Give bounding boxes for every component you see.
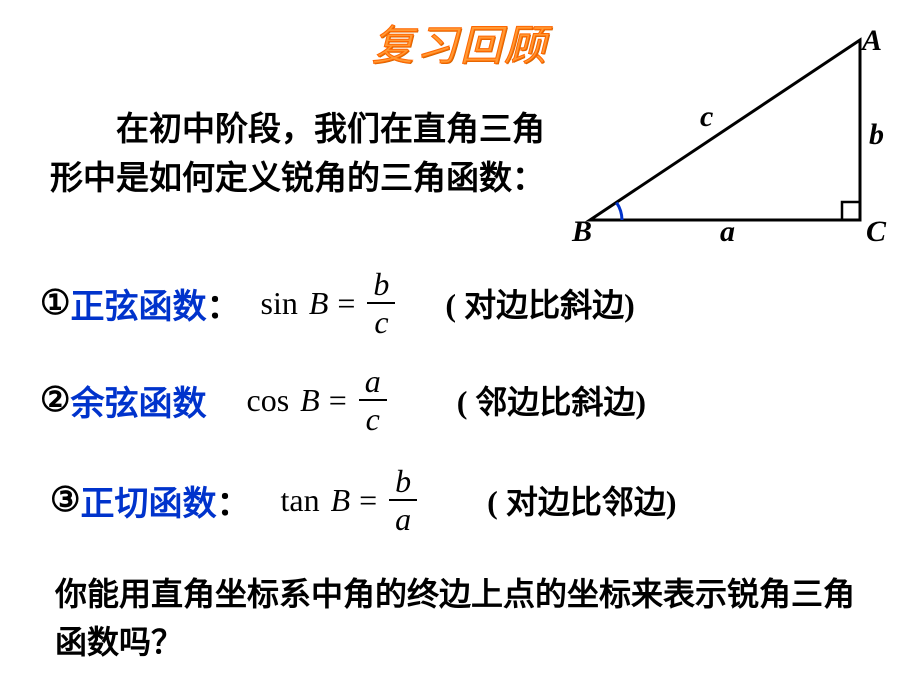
fraction: a c: [359, 365, 387, 435]
right-angle-marker: [842, 202, 860, 220]
side-c-label: c: [700, 100, 713, 134]
triangle-shape: [590, 40, 860, 220]
equals-sign: =: [329, 382, 347, 419]
fn-name: tan: [280, 482, 319, 519]
fn-var: B: [309, 285, 329, 322]
closing-question: 你能用直角坐标系中角的终边上点的坐标来表示锐角三角函数吗？: [55, 570, 875, 666]
function-name: 正切函数: [80, 476, 216, 525]
row-number: ①: [40, 283, 70, 323]
fn-var: B: [300, 382, 320, 419]
definition-row-tangent: ③ 正切函数 ： tan B = b a ( 对边比邻边): [50, 465, 910, 535]
fn-var: B: [331, 482, 351, 519]
colon: ：: [216, 476, 250, 525]
angle-arc: [617, 203, 623, 221]
vertex-A-label: A: [862, 24, 882, 58]
denominator: c: [368, 304, 394, 338]
slide-title: 复习回顾: [372, 12, 548, 73]
equals-sign: =: [337, 285, 355, 322]
numerator: b: [367, 268, 395, 304]
side-b-label: b: [869, 118, 884, 152]
function-name: 余弦函数: [70, 376, 206, 425]
vertex-B-label: B: [572, 215, 592, 249]
triangle-svg: [580, 30, 890, 240]
denominator: c: [360, 401, 386, 435]
numerator: b: [389, 465, 417, 501]
equals-sign: =: [359, 482, 377, 519]
tangent-formula: tan B = b a: [280, 465, 417, 535]
sine-description: ( 对边比斜边): [445, 280, 634, 326]
definition-row-sine: ① 正弦函数 ： sin B = b c ( 对边比斜边): [40, 268, 900, 338]
right-triangle-figure: A B C a b c: [580, 30, 890, 230]
intro-text: 在初中阶段，我们在直角三角形中是如何定义锐角的三角函数：: [50, 105, 550, 203]
denominator: a: [389, 501, 417, 535]
function-name: 正弦函数: [70, 279, 206, 328]
numerator: a: [359, 365, 387, 401]
fraction: b a: [389, 465, 417, 535]
sine-formula: sin B = b c: [260, 268, 395, 338]
vertex-C-label: C: [866, 215, 886, 249]
fn-name: cos: [246, 382, 289, 419]
fn-name: sin: [260, 285, 297, 322]
colon: ：: [206, 279, 240, 328]
fraction: b c: [367, 268, 395, 338]
row-number: ③: [50, 480, 80, 520]
tangent-description: ( 对边比邻边): [487, 477, 676, 523]
definition-row-cosine: ② 余弦函数 cos B = a c ( 邻边比斜边): [40, 365, 900, 435]
cosine-description: ( 邻边比斜边): [457, 377, 646, 423]
cosine-formula: cos B = a c: [246, 365, 386, 435]
side-a-label: a: [720, 215, 735, 249]
row-number: ②: [40, 380, 70, 420]
